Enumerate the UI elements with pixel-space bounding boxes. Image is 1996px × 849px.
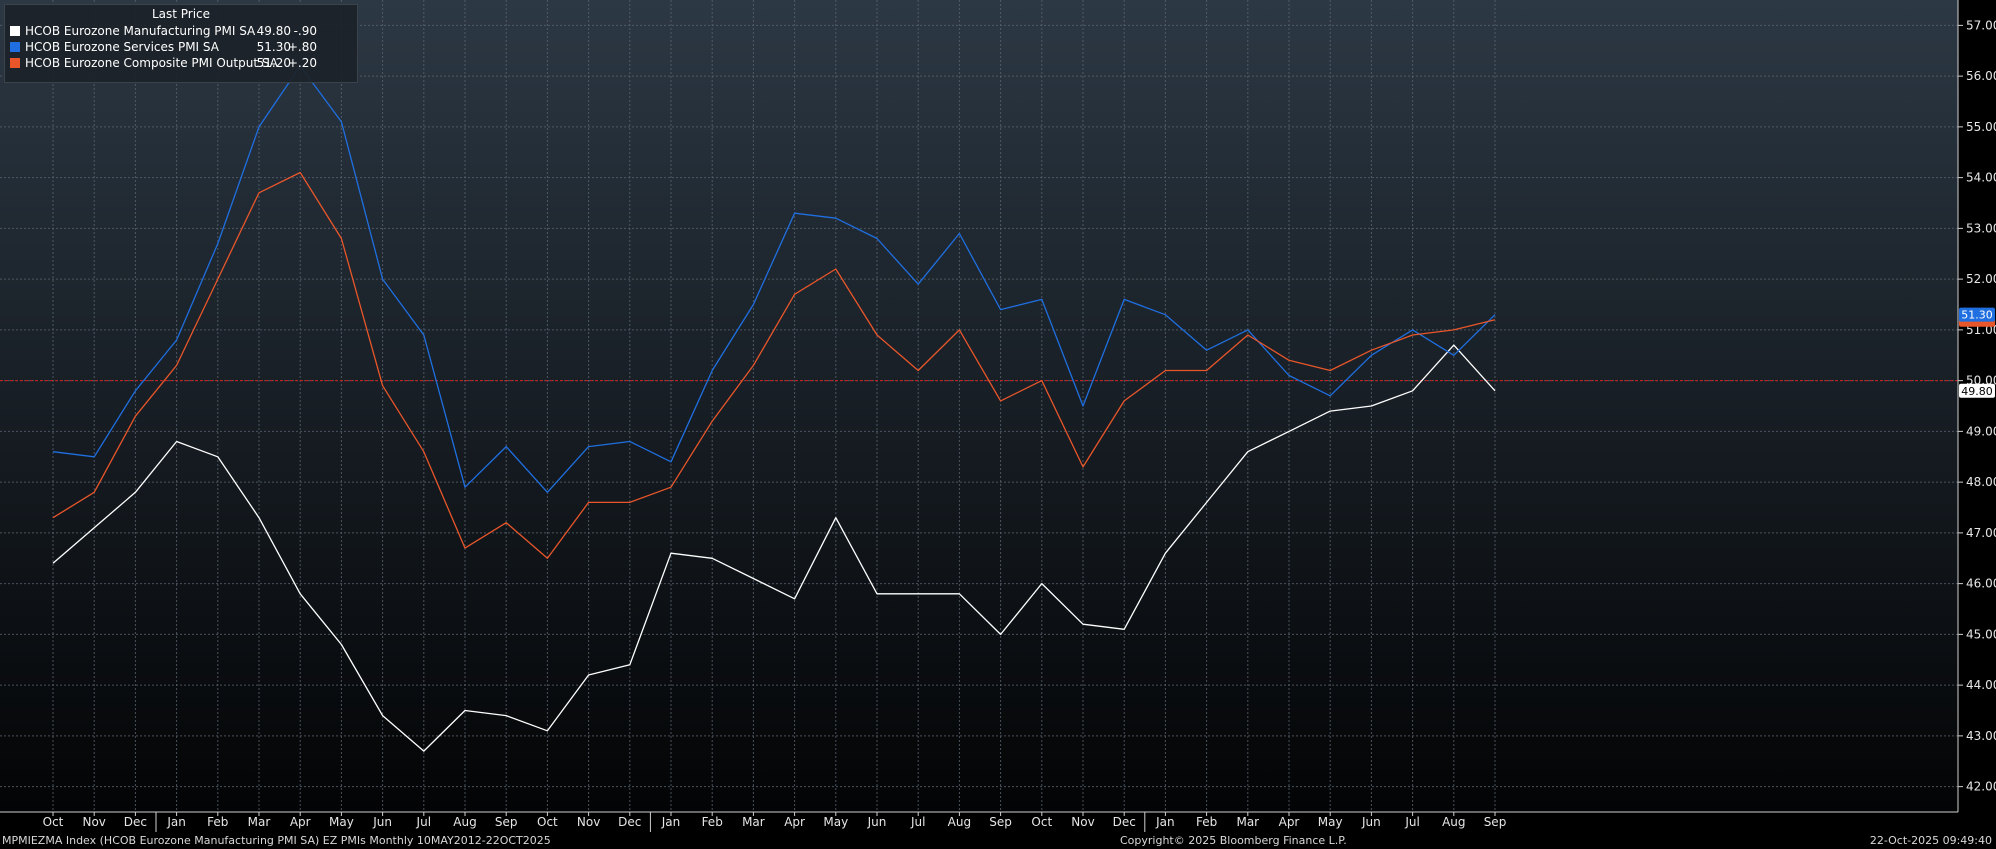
x-tick-label: Aug — [453, 815, 476, 829]
legend-name: HCOB Eurozone Composite PMI Output SA — [25, 56, 278, 70]
x-tick-label: Nov — [577, 815, 600, 829]
legend-item-manufacturing: HCOB Eurozone Manufacturing PMI SA 49.80… — [5, 23, 357, 39]
legend-swatch-services — [10, 42, 20, 52]
x-tick-label: Feb — [702, 815, 723, 829]
legend-header: Last Price — [151, 7, 211, 21]
x-tick-label: Jun — [372, 815, 392, 829]
x-tick-label: Oct — [537, 815, 558, 829]
y-tick-label: 53.00 — [1966, 221, 1996, 235]
x-tick-label: Jul — [1404, 815, 1419, 829]
last-value-badge-1 — [1959, 307, 1995, 322]
series-line-0 — [52, 344, 1496, 752]
x-tick-label: Jan — [661, 815, 681, 829]
series-line-2 — [52, 171, 1496, 559]
plot-background — [0, 0, 1958, 812]
y-tick-label: 55.00 — [1966, 120, 1996, 134]
footer-source: MPMIEZMA Index (HCOB Eurozone Manufactur… — [2, 834, 551, 847]
y-tick-label: 43.00 — [1966, 729, 1996, 743]
x-tick-label: Sep — [1484, 815, 1507, 829]
x-tick-label: Aug — [948, 815, 971, 829]
y-tick-label: 47.00 — [1966, 526, 1996, 540]
y-tick-label: 42.00 — [1966, 780, 1996, 794]
x-tick-label: Nov — [1071, 815, 1094, 829]
legend-swatch-composite — [10, 58, 20, 68]
chart-footer: MPMIEZMA Index (HCOB Eurozone Manufactur… — [0, 832, 1996, 849]
x-tick-label: Nov — [82, 815, 105, 829]
x-tick-label: Dec — [124, 815, 147, 829]
legend-swatch-manufacturing — [10, 26, 20, 36]
y-tick-label: 52.00 — [1966, 272, 1996, 286]
legend-last-value: 51.30 — [256, 40, 291, 54]
y-tick-label: 49.00 — [1966, 424, 1996, 438]
y-tick-label: 45.00 — [1966, 627, 1996, 641]
legend-item-services: HCOB Eurozone Services PMI SA 51.30 +.80 — [5, 39, 357, 55]
x-tick-label: Feb — [1196, 815, 1217, 829]
legend-last-value: 49.80 — [256, 24, 291, 38]
legend-name: HCOB Eurozone Manufacturing PMI SA — [25, 24, 256, 38]
chart-legend: Last Price HCOB Eurozone Manufacturing P… — [4, 4, 358, 83]
x-tick-label: Dec — [618, 815, 641, 829]
x-tick-label: Jun — [1361, 815, 1381, 829]
x-tick-label: Oct — [1031, 815, 1052, 829]
legend-name: HCOB Eurozone Services PMI SA — [25, 40, 219, 54]
legend-item-composite: HCOB Eurozone Composite PMI Output SA 51… — [5, 55, 357, 71]
legend-change: +.80 — [287, 40, 317, 54]
footer-timestamp: 22-Oct-2025 09:49:40 — [1869, 834, 1992, 847]
legend-last-value: 51.20 — [256, 56, 291, 70]
x-tick-label: Feb — [207, 815, 228, 829]
y-tick-label: 57.00 — [1966, 18, 1996, 32]
x-tick-label: Mar — [248, 815, 271, 829]
x-tick-label: May — [1318, 815, 1343, 829]
x-tick-label: Apr — [1279, 815, 1300, 829]
x-tick-label: Jan — [1155, 815, 1175, 829]
x-tick-label: Jun — [867, 815, 887, 829]
y-tick-label: 56.00 — [1966, 69, 1996, 83]
x-tick-label: Sep — [495, 815, 518, 829]
x-tick-label: Jul — [416, 815, 431, 829]
x-tick-label: Oct — [43, 815, 64, 829]
last-value-badge-0 — [1959, 383, 1995, 398]
y-tick-label: 54.00 — [1966, 171, 1996, 185]
x-tick-label: Apr — [290, 815, 311, 829]
x-tick-label: Aug — [1442, 815, 1465, 829]
x-tick-label: Apr — [784, 815, 805, 829]
x-tick-label: Jul — [910, 815, 925, 829]
legend-change: +.20 — [287, 56, 317, 70]
footer-copyright: Copyright© 2025 Bloomberg Finance L.P. — [1120, 834, 1347, 847]
x-tick-label: Dec — [1113, 815, 1136, 829]
x-tick-label: May — [823, 815, 848, 829]
x-tick-label: May — [329, 815, 354, 829]
last-value-badge-label: 49.80 — [1961, 385, 1993, 398]
x-tick-label: Mar — [1236, 815, 1259, 829]
y-tick-label: 44.00 — [1966, 678, 1996, 692]
x-tick-label: Sep — [989, 815, 1012, 829]
legend-change: -.90 — [293, 24, 317, 38]
y-tick-label: 46.00 — [1966, 577, 1996, 591]
x-tick-label: Mar — [742, 815, 765, 829]
x-tick-label: Jan — [166, 815, 186, 829]
last-value-badge-label: 51.30 — [1961, 309, 1993, 322]
y-tick-label: 48.00 — [1966, 475, 1996, 489]
